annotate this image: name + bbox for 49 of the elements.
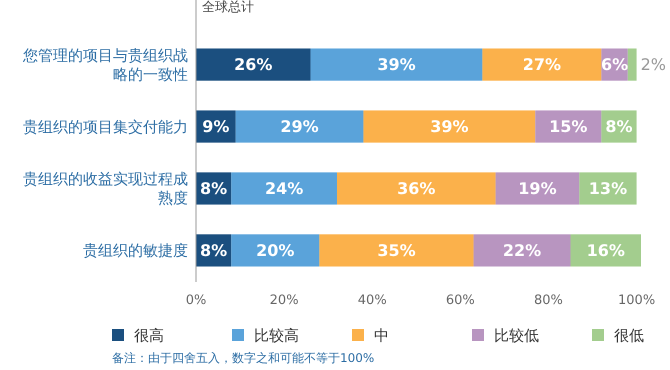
data-label: 13% <box>588 179 628 198</box>
data-label: 20% <box>256 241 294 260</box>
x-tick-label: 100% <box>618 293 656 308</box>
legend-label: 中 <box>374 326 389 344</box>
legend-label: 很低 <box>614 326 644 344</box>
legend-label: 很高 <box>134 326 164 344</box>
data-label: 27% <box>522 55 562 74</box>
bar <box>482 48 602 81</box>
x-tick-label: 40% <box>358 293 387 308</box>
data-label: 22% <box>502 241 542 260</box>
x-tick-label: 60% <box>446 293 475 308</box>
data-label: 24% <box>264 179 304 198</box>
legend-label: 比较低 <box>494 326 539 344</box>
y-tick-label: 贵组织的敏捷度 <box>83 242 188 260</box>
x-tick-label: 20% <box>270 293 299 308</box>
bar <box>231 172 337 205</box>
y-tick-label: 贵组织的项目集交付能力 <box>23 118 188 136</box>
data-label: 8% <box>200 241 228 260</box>
y-tick-label: 贵组织的收益实现过程成熟度 <box>23 170 188 208</box>
data-label: 15% <box>549 117 588 136</box>
legend-label: 比较高 <box>254 326 299 344</box>
data-label: 8% <box>605 117 633 136</box>
data-label: 9% <box>202 117 230 136</box>
bar <box>310 48 482 81</box>
bar <box>196 48 311 81</box>
data-label: 8% <box>200 179 228 198</box>
data-label: 19% <box>518 179 557 198</box>
bar <box>496 172 580 205</box>
data-label: 6% <box>600 55 628 74</box>
data-label: 35% <box>377 241 416 260</box>
data-label: 2% <box>640 55 666 74</box>
data-label: 16% <box>586 241 625 260</box>
text: 备注：由于四舍五入，数字之和可能不等于100% <box>112 351 374 365</box>
bar <box>231 234 320 267</box>
bar <box>236 110 364 143</box>
bar <box>628 48 637 81</box>
x-tick-label: 0% <box>186 293 206 308</box>
bar <box>363 110 536 143</box>
data-label: 26% <box>234 55 272 74</box>
bar <box>336 172 496 205</box>
data-label: 39% <box>377 55 416 74</box>
data-label: 36% <box>397 179 436 198</box>
data-label: 29% <box>280 117 319 136</box>
y-tick-label: 您管理的项目与贵组织战略的一致性 <box>22 46 188 84</box>
bar <box>474 234 571 267</box>
chart-subtitle: 全球总计 <box>202 0 254 15</box>
data-label: 39% <box>430 117 468 136</box>
x-tick-label: 80% <box>534 293 563 308</box>
bar <box>319 234 474 267</box>
